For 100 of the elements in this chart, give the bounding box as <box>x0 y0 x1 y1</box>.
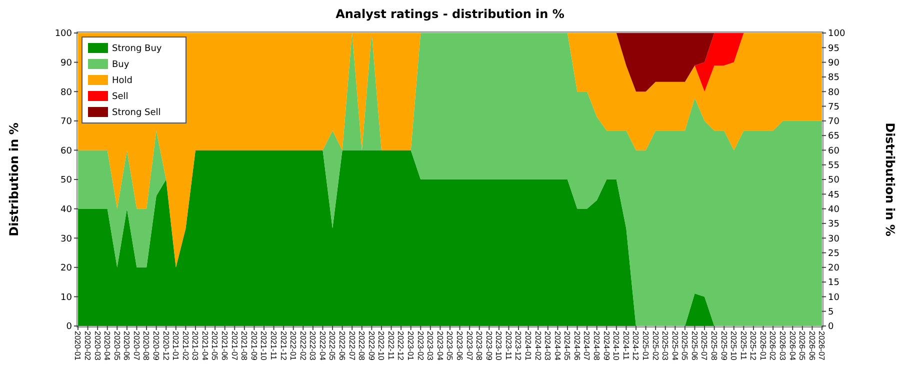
x-tick-label: 2024-04 <box>552 331 562 361</box>
y2-tick-label: 45 <box>828 190 840 200</box>
x-tick-label: 2020-01 <box>73 331 82 361</box>
x-tick-label: 2023-03 <box>426 331 435 361</box>
x-tick-label: 2022-09 <box>366 331 376 361</box>
x-tick-label: 2025-10 <box>729 331 738 361</box>
series-label: Hold <box>112 76 132 86</box>
y2-tick-label: 35 <box>828 220 840 230</box>
x-tick-label: 2025-07 <box>700 331 709 361</box>
x-tick-label: 2025-06 <box>690 331 699 361</box>
y2-tick-label: 20 <box>828 264 840 274</box>
y-tick-label: 70 <box>60 117 72 128</box>
y2-tick-label: 90 <box>828 58 840 68</box>
x-tick-label: 2022-07 <box>347 331 356 361</box>
x-tick-label: 2023-10 <box>494 331 504 361</box>
y-axis-title: Distribution in % <box>7 122 21 236</box>
y2-tick-label: 50 <box>828 176 840 186</box>
y-tick-label: 50 <box>60 176 72 186</box>
x-tick-label: 2020-06 <box>122 331 132 361</box>
y-tick-label: 60 <box>60 146 72 156</box>
x-tick-label: 2024-07 <box>582 331 592 361</box>
x-tick-label: 2025-09 <box>719 331 728 361</box>
x-tick-label: 2024-10 <box>612 331 621 361</box>
x-tick-label: 2023-08 <box>474 331 484 361</box>
x-tick-label: 2023-05 <box>445 331 454 361</box>
x-tick-label: 2026-06 <box>807 331 816 361</box>
y-tick-label: 10 <box>60 292 72 303</box>
y2-tick-label: 65 <box>828 132 840 142</box>
y2-tick-label: 80 <box>828 88 840 98</box>
x-tick-label: 2020-04 <box>102 331 112 361</box>
x-tick-label: 2022-05 <box>328 331 337 361</box>
x-tick-label: 2025-04 <box>670 331 680 361</box>
x-tick-label: 2024-09 <box>602 331 611 361</box>
x-tick-label: 2022-06 <box>338 331 347 361</box>
x-tick-label: 2021-11 <box>268 331 278 360</box>
x-tick-label: 2023-04 <box>435 331 444 361</box>
x-tick-label: 2022-10 <box>376 331 386 361</box>
x-tick-label: 2024-06 <box>572 331 582 361</box>
x-tick-label: 2025-11 <box>738 331 748 360</box>
x-tick-label: 2020-12 <box>161 331 170 361</box>
x-tick-label: 2021-08 <box>240 331 249 361</box>
x-tick-label: 2023-12 <box>514 331 523 361</box>
legend-label: Sell <box>112 92 128 102</box>
x-tick-label: 2023-06 <box>454 331 464 361</box>
x-tick-label: 2023-09 <box>484 331 494 361</box>
legend-label: Strong Sell <box>112 108 161 118</box>
legend-label: Buy <box>112 60 130 70</box>
x-tick-label: 2025-12 <box>748 331 758 361</box>
y2-tick-label: 55 <box>828 161 840 171</box>
x-tick-label: 2023-11 <box>504 331 513 360</box>
y2-tick-label: 25 <box>828 248 840 259</box>
y-tick-label: 80 <box>60 88 72 98</box>
x-tick-label: 2026-01 <box>758 331 768 361</box>
chart-title: Analyst ratings - distribution in % <box>336 7 564 21</box>
y2-axis-title: Distribution in % <box>883 122 897 236</box>
x-tick-label: 2023-07 <box>464 331 474 361</box>
x-tick-label: 2021-06 <box>220 331 230 361</box>
x-tick-label: 2022-01 <box>288 331 298 361</box>
y-tick-label: 0 <box>66 322 72 332</box>
x-tick-label: 2021-10 <box>259 331 268 361</box>
x-tick-label: 2021-09 <box>249 331 258 361</box>
x-tick-label: 2025-02 <box>650 331 660 361</box>
x-tick-label: 2025-03 <box>660 331 670 361</box>
x-tick-label: 2026-05 <box>798 331 807 361</box>
x-tick-label: 2021-03 <box>190 331 200 361</box>
x-tick-label: 2021-05 <box>210 331 220 361</box>
y-tick-label: 40 <box>60 204 72 215</box>
x-tick-label: 2024-11 <box>621 331 630 360</box>
x-tick-label: 2026-02 <box>768 331 778 361</box>
y2-tick-label: 70 <box>828 117 840 128</box>
x-tick-label: 2022-12 <box>396 331 406 361</box>
y2-tick-label: 15 <box>828 278 840 288</box>
y2-tick-label: 5 <box>828 308 834 318</box>
y2-tick-label: 30 <box>828 234 840 244</box>
x-tick-label: 2020-02 <box>82 331 92 361</box>
x-tick-label: 2021-01 <box>171 331 180 361</box>
x-tick-label: 2020-08 <box>142 331 151 361</box>
y-tick-label: 90 <box>60 58 72 68</box>
x-tick-label: 2026-04 <box>788 331 797 361</box>
y2-tick-label: 0 <box>828 322 834 332</box>
y2-tick-label: 85 <box>828 73 840 84</box>
x-tick-label: 2024-08 <box>592 331 602 361</box>
y-tick-label: 30 <box>60 234 72 244</box>
x-tick-label: 2022-02 <box>298 331 308 361</box>
x-tick-label: 2021-12 <box>278 331 288 361</box>
x-tick-label: 2022-04 <box>318 331 327 361</box>
x-tick-label: 2021-07 <box>230 331 239 361</box>
x-tick-label: 2022-11 <box>386 331 396 360</box>
x-tick-label: 2024-02 <box>533 331 542 361</box>
x-tick-label: 2021-04 <box>200 331 210 361</box>
y2-tick-label: 100 <box>828 29 846 40</box>
legend-label: Strong Buy <box>112 44 162 54</box>
y2-tick-label: 75 <box>828 102 840 112</box>
x-tick-label: 2025-08 <box>710 331 719 361</box>
y2-tick-label: 60 <box>828 146 840 156</box>
x-tick-label: 2024-12 <box>631 331 640 361</box>
x-tick-label: 2020-05 <box>112 331 122 361</box>
y2-tick-label: 95 <box>828 44 840 54</box>
y-tick-label: 100 <box>54 29 72 40</box>
x-tick-label: 2023-02 <box>416 331 425 361</box>
